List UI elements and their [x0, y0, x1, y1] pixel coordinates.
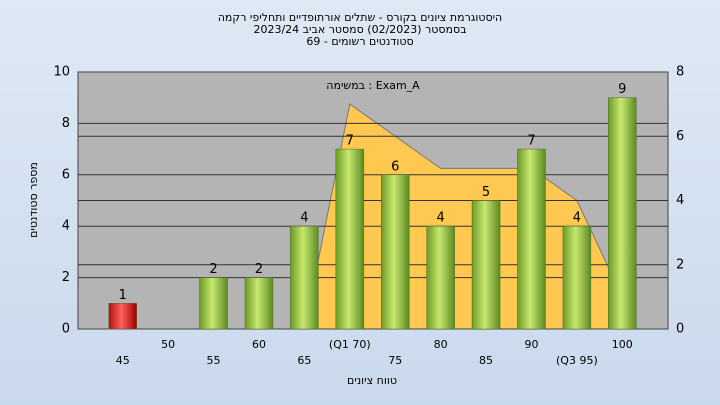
y-tick-label: 8: [62, 116, 70, 131]
bar: [290, 225, 319, 330]
x-tick-label: 60: [252, 338, 266, 351]
data-label: 4: [436, 211, 444, 226]
x-tick-label: 50: [161, 338, 175, 351]
data-label: 4: [573, 211, 581, 226]
x-tick-label: 85: [479, 354, 493, 367]
annotation: במשימה : Exam_A: [326, 79, 420, 92]
x-tick-label: 45: [116, 354, 130, 367]
title-line: בסמסטר (02/2023) סמסטר אביב 2023/24: [253, 23, 466, 36]
x-tick-label: 100: [612, 338, 633, 351]
y2-tick-label: 0: [676, 322, 684, 337]
x-tick-label: (Q3 95): [556, 354, 598, 367]
data-label: 4: [300, 211, 308, 226]
plot-frame: [77, 71, 669, 330]
data-label: 2: [209, 262, 217, 277]
bar: [517, 148, 546, 330]
y-tick-label: 2: [62, 270, 70, 285]
bar: [108, 303, 137, 330]
bar: [244, 277, 274, 330]
bar: [199, 277, 228, 330]
x-tick-label: 55: [207, 354, 221, 367]
y-axis-label: מספר סטודנטים: [27, 162, 40, 238]
x-axis-label: טווח ציונים: [347, 374, 397, 387]
bar: [426, 225, 455, 330]
x-tick-label: (Q1 70): [329, 338, 371, 351]
data-label: 7: [527, 134, 535, 149]
bar: [608, 97, 637, 330]
y2-tick-label: 2: [676, 257, 684, 272]
x-tick-label: 80: [434, 338, 448, 351]
x-tick-label: 90: [524, 338, 538, 351]
bar: [335, 148, 365, 330]
bar: [471, 200, 501, 330]
data-label: 6: [391, 159, 399, 174]
title-line: היסטוגרמת ציונים בקורס - שתלים אורתופדיי…: [218, 11, 503, 24]
x-tick-label: 75: [388, 354, 402, 367]
bar: [562, 225, 592, 330]
y-tick-label: 4: [62, 219, 70, 234]
data-label: 9: [618, 82, 626, 97]
y2-tick-label: 4: [676, 193, 684, 208]
y-tick-label: 6: [62, 167, 70, 182]
title-line: סטודנטים רשומים - 69: [306, 35, 413, 48]
data-label: 7: [346, 134, 354, 149]
y-tick-label: 10: [53, 65, 70, 80]
data-label: 2: [255, 262, 263, 277]
bar: [380, 174, 410, 330]
data-label: 5: [482, 185, 490, 200]
data-label: 1: [119, 288, 127, 303]
y2-tick-label: 6: [676, 129, 684, 144]
x-tick-label: 65: [297, 354, 311, 367]
y-tick-label: 0: [62, 322, 70, 337]
y2-tick-label: 8: [676, 65, 684, 80]
